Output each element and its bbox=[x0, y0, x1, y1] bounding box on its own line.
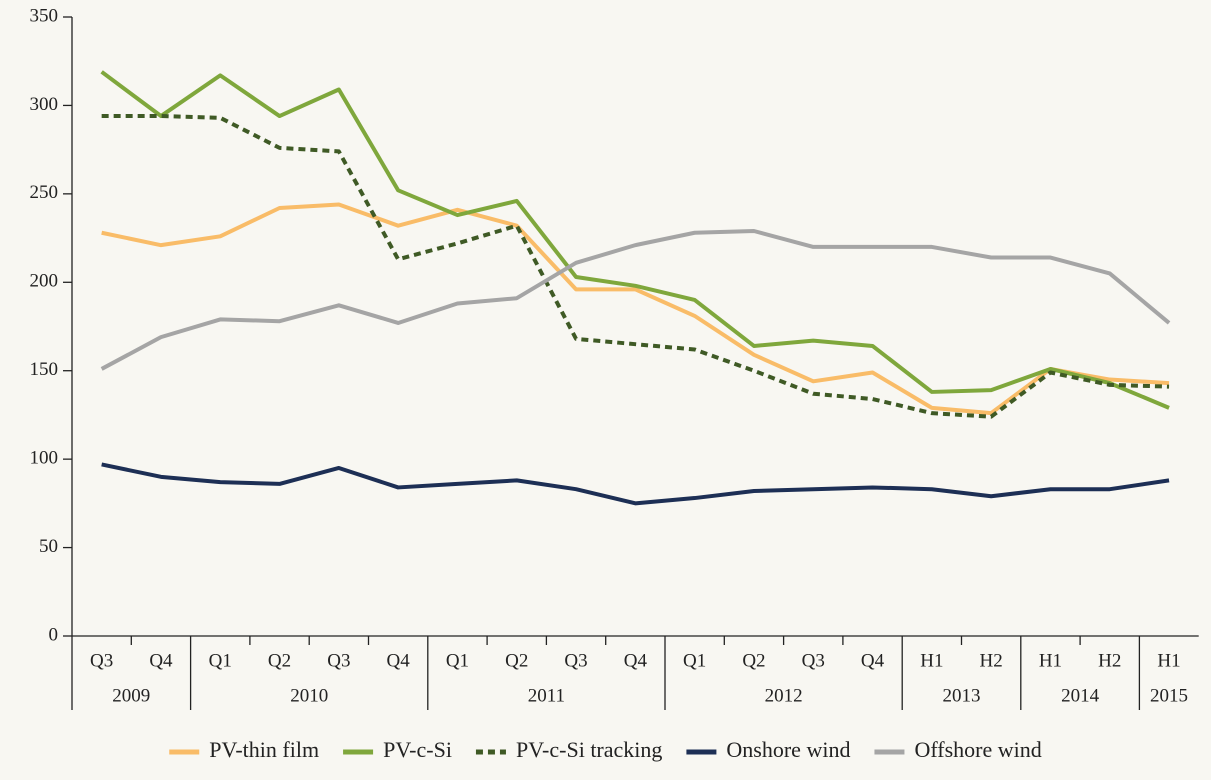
y-tick-label: 300 bbox=[30, 94, 59, 115]
legend-label: PV-c-Si bbox=[383, 737, 452, 762]
series-line bbox=[101, 462, 1170, 506]
x-tick-label: Q2 bbox=[505, 650, 528, 671]
series-line bbox=[101, 114, 1170, 419]
x-tick-label: Q2 bbox=[268, 650, 291, 671]
legend-label: PV-c-Si tracking bbox=[516, 737, 662, 762]
x-tick-label: H1 bbox=[1039, 650, 1062, 671]
x-tick-label: Q3 bbox=[327, 650, 350, 671]
x-tick-label: Q1 bbox=[683, 650, 706, 671]
y-tick-label: 200 bbox=[30, 271, 59, 292]
x-group-label: 2010 bbox=[290, 685, 328, 706]
x-tick-label: H2 bbox=[980, 650, 1003, 671]
x-tick-label: Q4 bbox=[149, 650, 173, 671]
x-group-label: 2009 bbox=[112, 685, 150, 706]
legend-label: PV-thin film bbox=[209, 737, 319, 762]
y-tick-label: 150 bbox=[30, 359, 59, 380]
y-tick-label: 100 bbox=[30, 448, 59, 469]
x-tick-label: Q3 bbox=[90, 650, 113, 671]
x-tick-label: H1 bbox=[920, 650, 943, 671]
x-tick-label: Q2 bbox=[742, 650, 765, 671]
x-tick-label: Q3 bbox=[802, 650, 825, 671]
x-group-label: 2011 bbox=[528, 685, 565, 706]
x-tick-label: Q1 bbox=[209, 650, 232, 671]
x-group-label: 2012 bbox=[765, 685, 803, 706]
x-group-label: 2015 bbox=[1150, 685, 1188, 706]
x-group-label: 2013 bbox=[943, 685, 981, 706]
x-group-label: 2014 bbox=[1061, 685, 1100, 706]
y-tick-label: 50 bbox=[39, 536, 58, 557]
series-line bbox=[100, 228, 1171, 371]
x-tick-label: H2 bbox=[1098, 650, 1121, 671]
x-tick-label: Q1 bbox=[446, 650, 469, 671]
legend-label: Offshore wind bbox=[914, 737, 1041, 762]
x-tick-label: Q3 bbox=[564, 650, 587, 671]
series-line bbox=[101, 202, 1170, 416]
legend-label: Onshore wind bbox=[726, 737, 850, 762]
x-tick-label: H1 bbox=[1157, 650, 1180, 671]
series-line bbox=[100, 70, 1170, 410]
x-tick-label: Q4 bbox=[387, 650, 411, 671]
y-tick-label: 350 bbox=[30, 5, 59, 26]
y-tick-label: 0 bbox=[49, 624, 59, 645]
x-tick-label: Q4 bbox=[624, 650, 648, 671]
x-tick-label: Q4 bbox=[861, 650, 885, 671]
y-tick-label: 250 bbox=[30, 182, 59, 203]
